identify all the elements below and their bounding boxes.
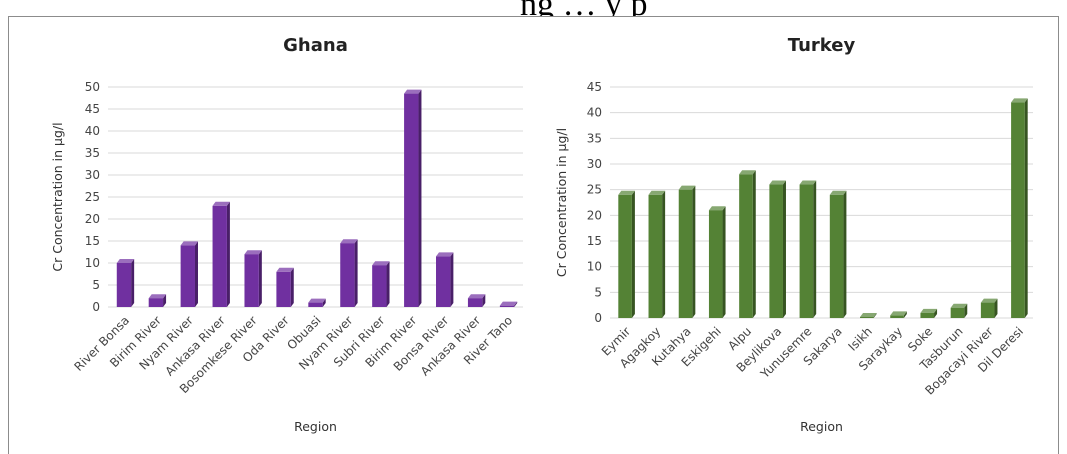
turkey-y-tick-label: 25 bbox=[587, 183, 602, 197]
ghana-bar bbox=[436, 252, 454, 307]
turkey-chart: Turkey 0 5 10 15 20 25 30 35 40 45 Cr Concentration… bbox=[554, 35, 1033, 434]
ghana-bar bbox=[148, 294, 167, 307]
turkey-y-tick-label: 15 bbox=[587, 234, 602, 248]
ghana-y-tick-label: 50 bbox=[85, 80, 100, 94]
turkey-y-tick-label: 5 bbox=[594, 285, 602, 299]
ghana-bar bbox=[116, 259, 135, 307]
ghana-bar bbox=[404, 89, 422, 307]
turkey-y-axis-label: Cr Concentration in µg/l bbox=[554, 128, 569, 277]
ghana-bar bbox=[308, 298, 326, 307]
ghana-bar bbox=[467, 294, 486, 307]
turkey-y-tick-label: 0 bbox=[594, 311, 602, 325]
turkey-bar bbox=[769, 180, 786, 318]
turkey-y-tick-label: 35 bbox=[587, 131, 602, 145]
ghana-y-tick-label: 35 bbox=[85, 146, 100, 160]
ghana-bar bbox=[276, 267, 294, 307]
turkey-bar bbox=[678, 185, 696, 318]
ghana-chart-title: Ghana bbox=[283, 35, 348, 56]
turkey-bar bbox=[648, 190, 666, 318]
ghana-y-tick-label: 10 bbox=[85, 256, 100, 270]
ghana-bar bbox=[499, 301, 518, 307]
ghana-y-tick-label: 0 bbox=[92, 300, 100, 314]
turkey-bar bbox=[1011, 98, 1028, 319]
turkey-bar bbox=[618, 190, 635, 318]
ghana-bar bbox=[180, 241, 198, 307]
turkey-bar bbox=[739, 170, 756, 318]
ghana-bar bbox=[340, 239, 358, 307]
turkey-bar bbox=[890, 311, 907, 318]
turkey-bar bbox=[950, 303, 968, 318]
ghana-y-tick-label: 25 bbox=[85, 190, 100, 204]
turkey-x-axis-label: Region bbox=[800, 419, 843, 434]
ghana-chart: Ghana 0 5 10 15 20 25 30 35 40 45 50 Cr Concentratio… bbox=[50, 35, 523, 434]
ghana-x-axis-label: Region bbox=[294, 419, 337, 434]
ghana-bar bbox=[244, 250, 262, 307]
ghana-y-tick-label: 5 bbox=[92, 278, 100, 292]
ghana-y-tick-label: 15 bbox=[85, 234, 100, 248]
turkey-bar bbox=[860, 312, 877, 318]
ghana-y-axis-label: Cr Concentration in µg/l bbox=[50, 122, 65, 271]
turkey-y-tick-label: 10 bbox=[587, 260, 602, 274]
turkey-y-tick-label: 40 bbox=[587, 106, 602, 120]
turkey-bar bbox=[980, 298, 998, 318]
turkey-y-tick-label: 20 bbox=[587, 208, 602, 222]
turkey-bar bbox=[829, 190, 847, 318]
turkey-bar bbox=[708, 206, 726, 318]
turkey-bar bbox=[799, 180, 817, 318]
turkey-y-tick-label: 45 bbox=[587, 80, 602, 94]
ghana-y-tick-label: 45 bbox=[85, 102, 100, 116]
ghana-y-tick-label: 30 bbox=[85, 168, 100, 182]
ghana-bar bbox=[212, 201, 230, 307]
figure-frame bbox=[8, 16, 1059, 454]
ghana-y-tick-label: 40 bbox=[85, 124, 100, 138]
turkey-bar bbox=[920, 308, 938, 318]
turkey-chart-title: Turkey bbox=[788, 35, 856, 56]
ghana-bar bbox=[372, 261, 390, 307]
turkey-y-tick-label: 30 bbox=[587, 157, 602, 171]
ghana-y-tick-label: 20 bbox=[85, 212, 100, 226]
